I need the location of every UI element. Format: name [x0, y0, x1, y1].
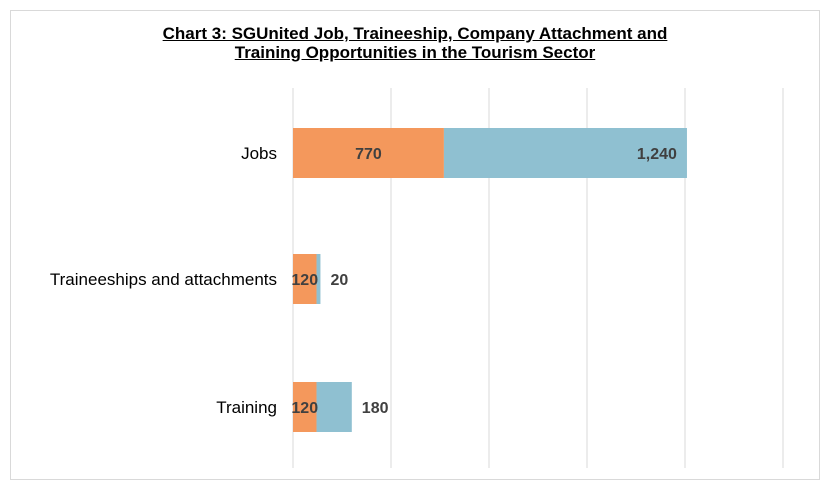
data-label: 770 [355, 146, 382, 163]
bar-segment-series-1 [293, 128, 444, 178]
data-label: 120 [291, 272, 318, 289]
bar-segment-series-1 [293, 382, 317, 432]
bar-segment-series-2 [316, 382, 352, 432]
data-label: 20 [330, 272, 348, 289]
bar-segment-series-2 [443, 128, 687, 178]
chart-title: Chart 3: SGUnited Job, Traineeship, Comp… [0, 24, 830, 62]
bar-chart: Jobs 770 1,240 Traineeships and attachments… [50, 88, 784, 468]
bar-segment-series-1 [293, 254, 317, 304]
category-label: Traineeships and attachments [50, 270, 277, 289]
category-label: Jobs [241, 144, 277, 163]
data-label: 1,240 [637, 146, 677, 163]
data-label: 120 [291, 400, 318, 417]
chart-title-line-2: Training Opportunities in the Tourism Se… [234, 43, 596, 62]
bar-segment-series-2 [316, 254, 321, 304]
data-label: 180 [362, 400, 389, 417]
chart-title-line-1: Chart 3: SGUnited Job, Traineeship, Comp… [162, 24, 668, 43]
category-label: Training [216, 398, 277, 417]
